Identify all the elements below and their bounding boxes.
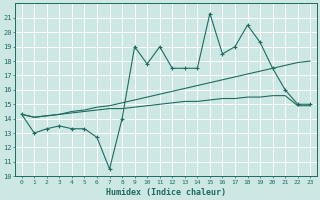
X-axis label: Humidex (Indice chaleur): Humidex (Indice chaleur) xyxy=(106,188,226,197)
